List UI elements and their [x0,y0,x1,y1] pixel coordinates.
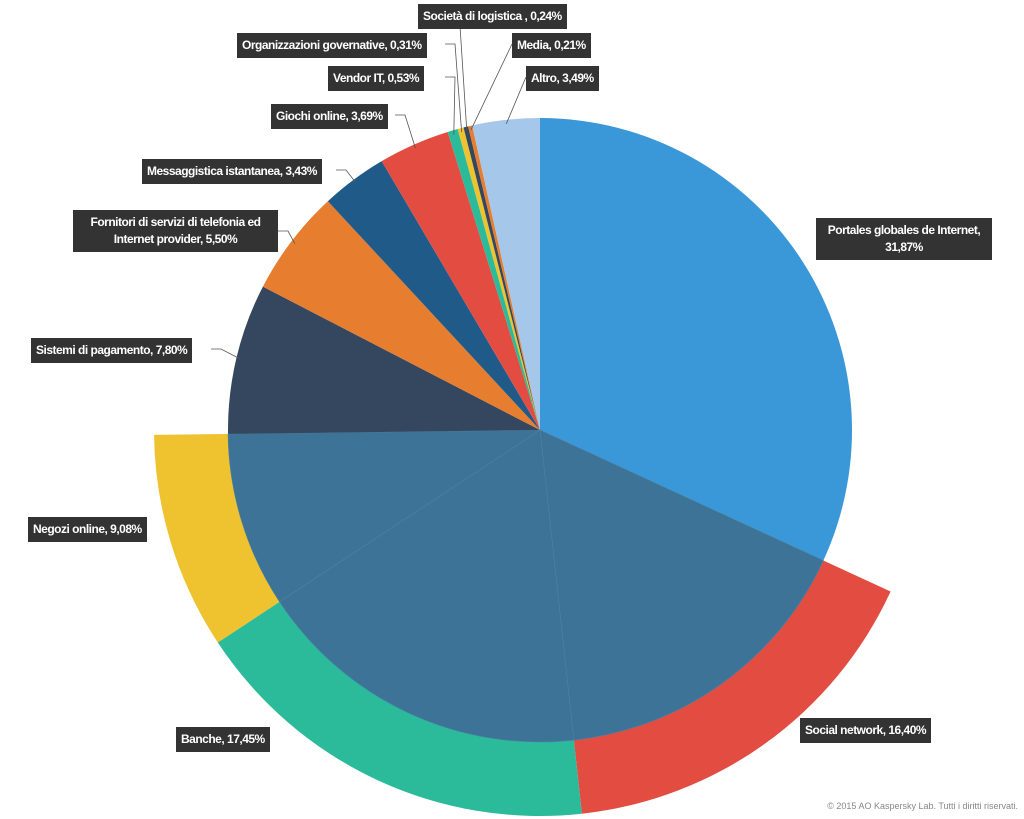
slice-label: Altro, 3,49% [526,66,599,91]
slice [468,125,540,431]
leader-line [211,348,241,360]
slice [540,118,853,561]
slice-label: Media, 0,21% [512,33,591,58]
leader-line [336,169,357,184]
leader-line [450,25,468,131]
leader-line [395,114,416,149]
slice [327,161,540,430]
slice-label: Società di logistica , 0,24% [418,4,567,29]
slice-inner [227,429,542,603]
leader-line [445,76,456,135]
slice-label: Messaggistica istantanea, 3,43% [142,159,322,184]
slice-label: Fornitori di servizi di telefonia ed Int… [73,210,278,252]
slice [472,118,540,430]
slice-inner [539,429,824,741]
slice-label: Social network, 16,40% [800,718,932,743]
slice-label: Negozi online, 9,08% [28,517,147,542]
leader-line [278,230,296,244]
source-note: © 2015 AO Kaspersky Lab. Tutti i diritti… [827,801,1018,811]
slice-label: Vendor IT, 0,53% [328,66,425,91]
slice [463,126,540,431]
slice [262,201,540,430]
leader-line [445,43,463,133]
slice-label: Giochi online, 3,69% [271,104,388,129]
slice-label: Banche, 17,45% [176,727,270,752]
slice-label: Portales globales de Internet, 31,87% [816,218,992,260]
slice [381,131,540,430]
slice-inner [279,429,575,743]
slice-label: Organizzazioni governative, 0,31% [237,33,427,58]
slice-label: Sistemi di pagamento, 7,80% [31,338,193,363]
slice [447,129,540,430]
leader-line [505,76,527,125]
slice [227,286,540,434]
leader-line [470,43,513,130]
slice [457,127,540,430]
